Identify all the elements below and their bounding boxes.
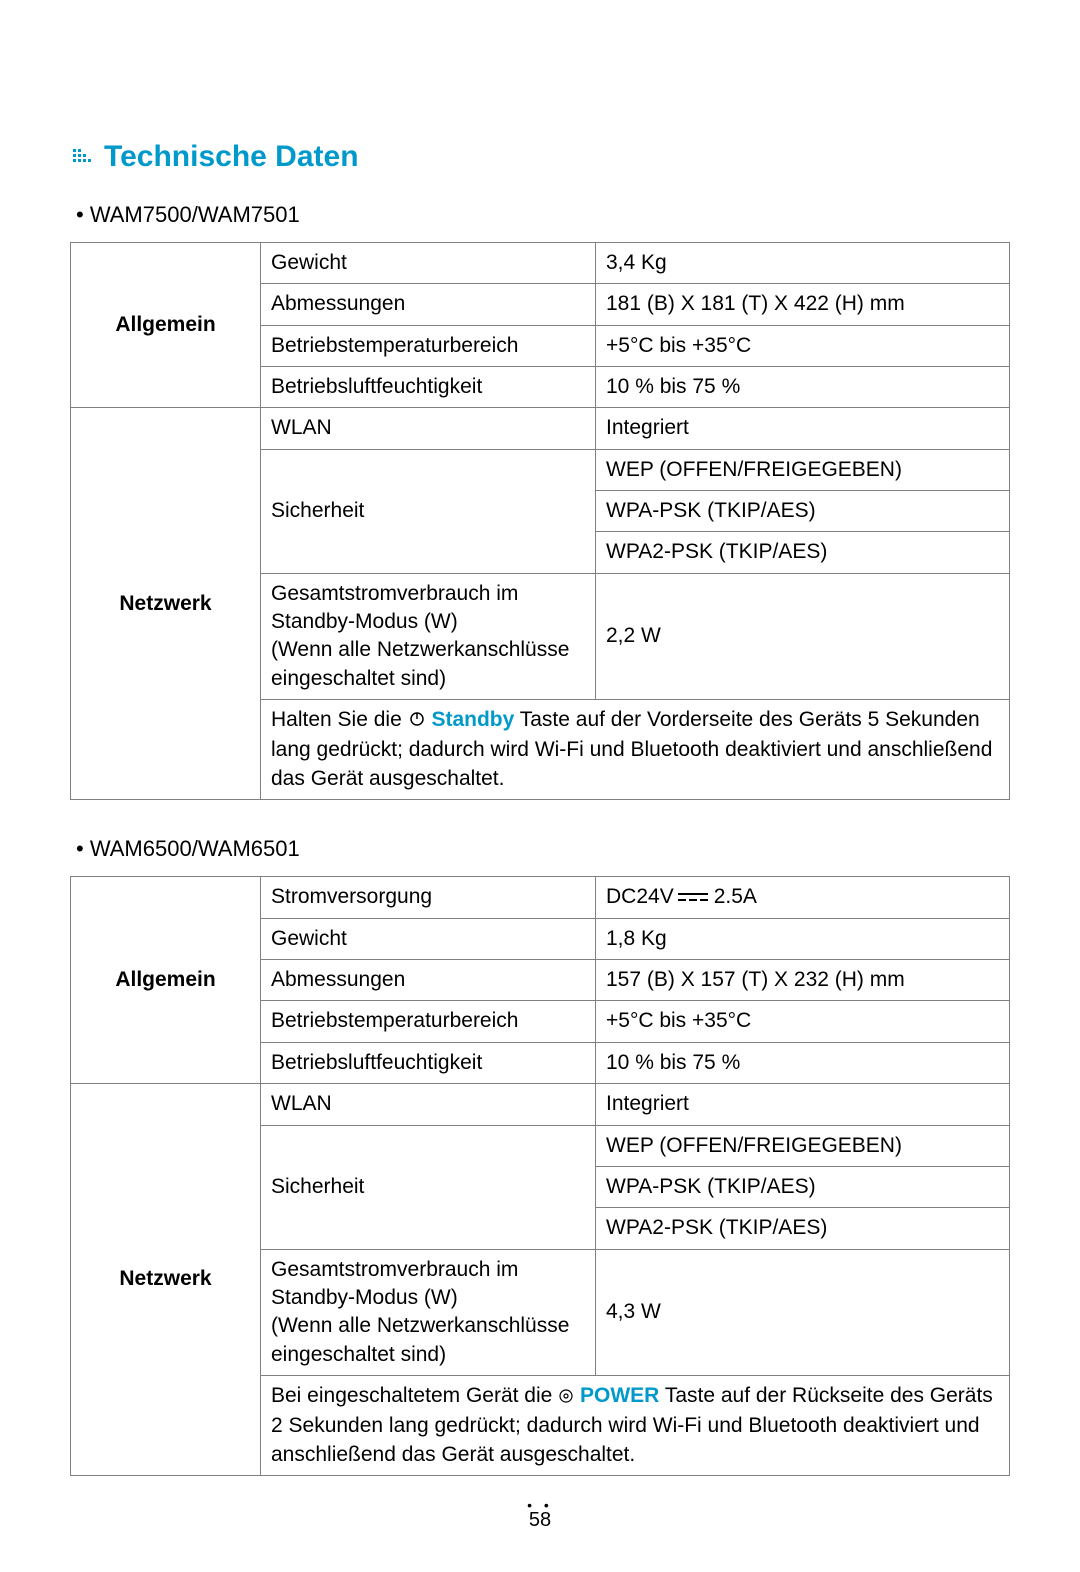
- power-word: POWER: [580, 1384, 659, 1407]
- table-cell: WEP (OFFEN/FREIGEGEBEN): [596, 449, 1010, 490]
- table-cell: 10 % bis 75 %: [596, 1042, 1010, 1083]
- table-cell: Betriebsluftfeuchtigkeit: [261, 367, 596, 408]
- table-cell: 2,2 W: [596, 573, 1010, 699]
- table-cell: 3,4 Kg: [596, 243, 1010, 284]
- model1-cat-allgemein: Allgemein: [71, 243, 261, 408]
- table-cell: Stromversorgung: [261, 877, 596, 919]
- note-text-pre: Halten Sie die: [271, 708, 408, 731]
- table-cell: Integriert: [596, 408, 1010, 449]
- standby-word: Standby: [431, 708, 514, 731]
- table-cell: Betriebstemperaturbereich: [261, 325, 596, 366]
- table-cell: 4,3 W: [596, 1249, 1010, 1375]
- table-cell: +5°C bis +35°C: [596, 325, 1010, 366]
- bars-icon: [70, 145, 94, 169]
- model1-cat-netzwerk: Netzwerk: [71, 408, 261, 800]
- table-cell: Betriebsluftfeuchtigkeit: [261, 1042, 596, 1083]
- note-text-pre: Bei eingeschaltetem Gerät die: [271, 1384, 558, 1407]
- table-cell: WLAN: [261, 1084, 596, 1125]
- table-cell: 181 (B) X 181 (T) X 422 (H) mm: [596, 284, 1010, 325]
- table-cell: Abmessungen: [261, 284, 596, 325]
- table-cell: 157 (B) X 157 (T) X 232 (H) mm: [596, 960, 1010, 1001]
- table-cell: Betriebstemperaturbereich: [261, 1001, 596, 1042]
- page-number: • • 58: [0, 1502, 1080, 1532]
- table-cell: Gesamtstromverbrauch im Standby-Modus (W…: [261, 1249, 596, 1375]
- table-cell: WPA2-PSK (TKIP/AES): [596, 1208, 1010, 1249]
- table-cell: +5°C bis +35°C: [596, 1001, 1010, 1042]
- page-heading: Technische Daten: [104, 140, 359, 174]
- table-cell: WPA-PSK (TKIP/AES): [596, 491, 1010, 532]
- table-cell: WLAN: [261, 408, 596, 449]
- model2-label: • WAM6500/WAM6501: [76, 836, 1010, 862]
- dc-post: 2.5A: [714, 885, 757, 908]
- model1-table: Allgemein Gewicht 3,4 Kg Abmessungen 181…: [70, 242, 1010, 800]
- model2-note: Bei eingeschaltetem Gerät die POWER Tast…: [261, 1375, 1010, 1475]
- table-cell: Abmessungen: [261, 960, 596, 1001]
- table-cell: WPA-PSK (TKIP/AES): [596, 1166, 1010, 1207]
- model1-note: Halten Sie die Standby Taste auf der Vor…: [261, 700, 1010, 800]
- table-cell: 10 % bis 75 %: [596, 367, 1010, 408]
- table-cell: 1,8 Kg: [596, 918, 1010, 959]
- page-dots: • •: [0, 1502, 1080, 1509]
- table-cell: DC24V 2.5A: [596, 877, 1010, 919]
- heading-row: Technische Daten: [70, 140, 1010, 174]
- power-icon: [408, 708, 426, 736]
- table-cell: Gesamtstromverbrauch im Standby-Modus (W…: [261, 573, 596, 699]
- table-cell: Sicherheit: [261, 1125, 596, 1249]
- page: Technische Daten • WAM7500/WAM7501 Allge…: [0, 0, 1080, 1572]
- table-cell: Sicherheit: [261, 449, 596, 573]
- table-cell: Integriert: [596, 1084, 1010, 1125]
- model2-table: Allgemein Stromversorgung DC24V 2.5A Gewi…: [70, 876, 1010, 1476]
- table-cell: Gewicht: [261, 243, 596, 284]
- dc-icon: [676, 883, 710, 911]
- table-cell: Gewicht: [261, 918, 596, 959]
- circle-icon: [558, 1384, 574, 1412]
- table-cell: WPA2-PSK (TKIP/AES): [596, 532, 1010, 573]
- model2-cat-netzwerk: Netzwerk: [71, 1084, 261, 1476]
- dc-pre: DC24V: [606, 885, 674, 908]
- model2-cat-allgemein: Allgemein: [71, 877, 261, 1084]
- model1-label: • WAM7500/WAM7501: [76, 202, 1010, 228]
- table-cell: WEP (OFFEN/FREIGEGEBEN): [596, 1125, 1010, 1166]
- page-num-value: 58: [529, 1509, 551, 1531]
